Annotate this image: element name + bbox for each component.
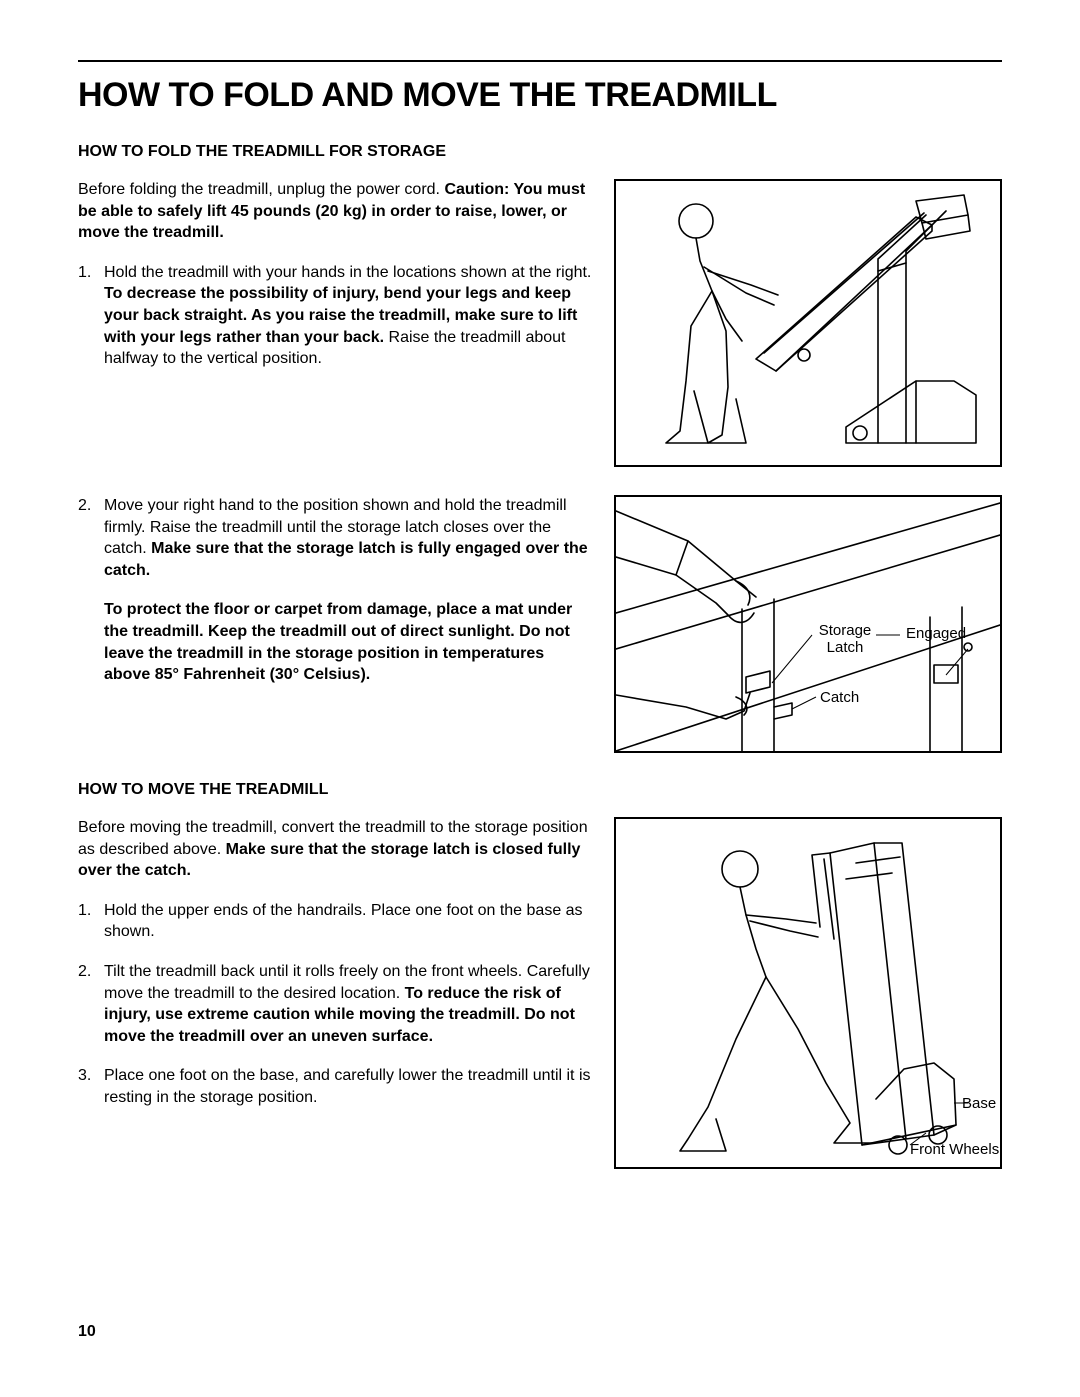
section2-intro: Before moving the treadmill, convert the…	[78, 817, 592, 882]
section1-intro: Before folding the treadmill, unplug the…	[78, 179, 592, 244]
s1-step2-bold: Make sure that the storage latch is full…	[104, 540, 588, 579]
s1-step1: Hold the treadmill with your hands in th…	[78, 262, 592, 370]
s1-step2-extra: To protect the floor or carpet from dama…	[104, 599, 592, 685]
page-number: 10	[78, 1323, 96, 1341]
s1-step1-pre: Hold the treadmill with your hands in th…	[104, 264, 591, 281]
s1-step2: Move your right hand to the position sho…	[78, 495, 592, 686]
figure-1	[614, 179, 1002, 467]
figure-2: Storage Latch Engaged Catch	[614, 495, 1002, 753]
figure-3: Base Front Wheels	[614, 817, 1002, 1169]
section2-heading: HOW TO MOVE THE TREADMILL	[78, 781, 1002, 799]
s1-intro-pre: Before folding the treadmill, unplug the…	[78, 181, 444, 198]
s2-step2: Tilt the treadmill back until it rolls f…	[78, 961, 592, 1047]
page-title: HOW TO FOLD AND MOVE THE TREADMILL	[78, 76, 1002, 115]
s2-step1: Hold the upper ends of the handrails. Pl…	[78, 900, 592, 943]
section1-heading: HOW TO FOLD THE TREADMILL FOR STORAGE	[78, 143, 1002, 161]
s2-step3: Place one foot on the base, and carefull…	[78, 1065, 592, 1108]
